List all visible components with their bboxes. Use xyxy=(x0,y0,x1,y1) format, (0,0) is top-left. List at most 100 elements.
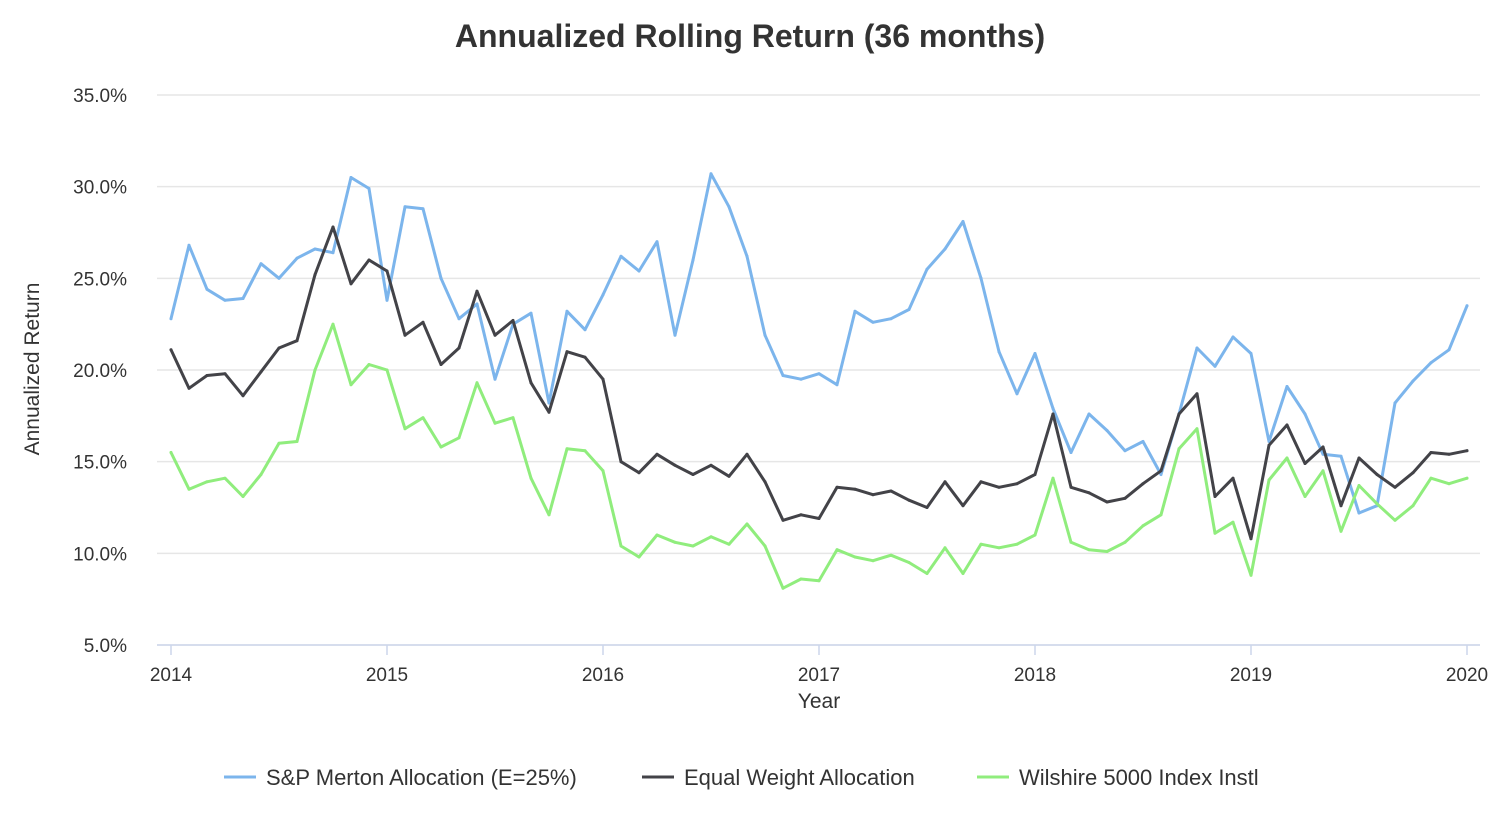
data-point xyxy=(979,480,983,484)
data-point xyxy=(763,544,767,548)
data-point xyxy=(871,320,875,324)
data-point xyxy=(1159,513,1163,517)
data-point xyxy=(421,320,425,324)
data-point xyxy=(1015,392,1019,396)
data-point xyxy=(331,225,335,229)
data-point xyxy=(889,489,893,493)
data-point xyxy=(169,317,173,321)
data-point xyxy=(817,517,821,520)
data-point xyxy=(1303,495,1307,498)
data-point xyxy=(475,289,479,293)
data-point xyxy=(1051,476,1055,480)
data-point xyxy=(205,287,209,291)
x-axis: 2014 2015 2016 2017 2018 2019 2020 xyxy=(150,644,1488,686)
data-point xyxy=(979,276,983,280)
data-point xyxy=(1105,429,1109,432)
data-point xyxy=(871,559,875,563)
data-point xyxy=(763,333,767,337)
data-point xyxy=(907,498,911,502)
data-point xyxy=(1285,385,1289,388)
data-point xyxy=(799,377,803,381)
data-point xyxy=(637,555,641,559)
y-axis-title: Annualized Return xyxy=(21,283,44,456)
data-point xyxy=(1213,364,1217,368)
data-point xyxy=(619,460,623,464)
data-point xyxy=(727,474,731,478)
x-axis-title: Year xyxy=(798,690,840,713)
data-point xyxy=(457,317,461,321)
y-tick-label: 5.0% xyxy=(84,636,127,657)
data-point xyxy=(529,311,533,315)
data-point xyxy=(1087,491,1091,495)
data-point xyxy=(601,377,605,381)
data-point xyxy=(1087,548,1091,552)
data-point xyxy=(799,577,803,581)
data-point xyxy=(1303,462,1307,465)
data-point xyxy=(979,542,983,546)
data-point xyxy=(475,381,479,385)
data-point xyxy=(1429,361,1433,365)
data-point xyxy=(205,374,209,377)
data-point xyxy=(1285,456,1289,460)
series-line xyxy=(169,225,1469,541)
data-point xyxy=(655,240,659,244)
legend-item[interactable]: Wilshire 5000 Index Instl xyxy=(977,765,1259,790)
data-point xyxy=(583,355,587,359)
data-point xyxy=(169,451,173,454)
y-tick-label: 30.0% xyxy=(73,178,127,199)
data-point xyxy=(961,220,965,223)
data-point xyxy=(1087,412,1091,416)
data-point xyxy=(817,372,821,376)
data-point xyxy=(1375,502,1379,506)
data-point xyxy=(1195,427,1199,431)
data-point xyxy=(277,346,281,350)
data-point xyxy=(1375,473,1379,476)
x-tick-label: 2018 xyxy=(1014,665,1056,686)
data-point xyxy=(1123,449,1127,453)
data-point xyxy=(1411,504,1415,508)
legend-label: Equal Weight Allocation xyxy=(684,765,915,790)
data-point xyxy=(745,522,749,526)
legend-item[interactable]: S&P Merton Allocation (E=25%) xyxy=(224,765,577,790)
data-point xyxy=(1447,452,1451,456)
data-point xyxy=(1069,485,1073,489)
data-point xyxy=(1447,348,1451,352)
data-point xyxy=(709,463,713,467)
data-point xyxy=(835,383,839,387)
data-point xyxy=(673,463,677,467)
data-point xyxy=(709,172,713,176)
data-point xyxy=(655,452,659,456)
data-point xyxy=(781,518,785,522)
data-point xyxy=(547,410,551,414)
data-point xyxy=(1033,473,1037,476)
data-point xyxy=(1357,456,1361,460)
data-point xyxy=(295,339,299,343)
series-1 xyxy=(169,172,1469,515)
data-point xyxy=(997,350,1001,354)
data-point xyxy=(295,440,299,443)
data-point xyxy=(295,256,299,260)
data-point xyxy=(241,297,245,300)
data-point xyxy=(1411,379,1415,383)
data-point xyxy=(313,368,317,372)
data-point xyxy=(259,370,263,374)
y-tick-label: 35.0% xyxy=(73,86,127,107)
data-point xyxy=(529,476,533,480)
data-point xyxy=(691,544,695,548)
data-point xyxy=(439,276,443,280)
data-point xyxy=(943,546,947,550)
data-point xyxy=(889,317,893,321)
data-point xyxy=(1357,484,1361,487)
data-point xyxy=(1339,504,1343,508)
data-point xyxy=(1177,447,1181,451)
x-tick-label: 2017 xyxy=(798,665,840,686)
data-point xyxy=(439,363,443,366)
data-point xyxy=(583,328,587,332)
legend-item[interactable]: Equal Weight Allocation xyxy=(642,765,915,790)
y-tick-label: 20.0% xyxy=(73,361,127,382)
data-point xyxy=(1393,401,1397,405)
legend-label: Wilshire 5000 Index Instl xyxy=(1019,765,1259,790)
data-point xyxy=(727,205,731,209)
data-point xyxy=(1231,476,1235,480)
data-point xyxy=(1159,473,1163,476)
